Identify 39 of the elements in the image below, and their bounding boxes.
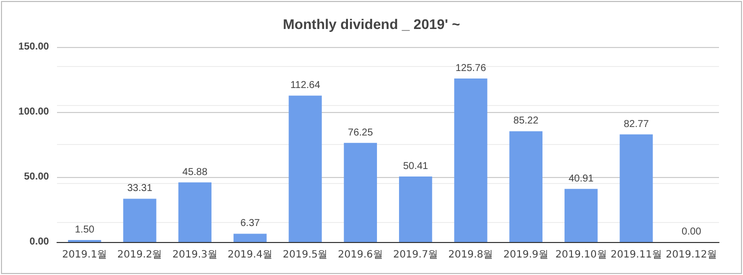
x-tick-label: 2019.3월 [172, 250, 218, 260]
bar [564, 188, 598, 242]
bar [620, 134, 653, 242]
data-label: 112.64 [290, 80, 321, 92]
data-label: 45.88 [182, 166, 208, 178]
bar [234, 234, 267, 242]
data-label: 33.31 [127, 183, 153, 194]
x-tick-label: 2019.7월 [393, 250, 438, 260]
bar [344, 142, 377, 242]
chart-title: Monthly dividend _ 2019' ~ [282, 16, 460, 32]
x-tick-label: 2019.10월 [555, 250, 607, 260]
bar [123, 198, 156, 242]
y-tick-label: 0.00 [30, 236, 50, 248]
x-tick-label: 2019.1월 [62, 250, 108, 260]
data-label: 76.25 [348, 127, 374, 138]
x-tick-label: 2019.5월 [282, 250, 328, 260]
data-label: 82.77 [624, 118, 650, 130]
bar [509, 131, 542, 242]
x-tick-label: 2019.12월 [666, 250, 718, 260]
bar [454, 78, 488, 242]
data-label: 0.00 [682, 226, 702, 238]
x-tick-label: 2019.2월 [117, 250, 162, 260]
x-tick-label: 2019.11월 [610, 250, 662, 260]
data-label: 50.41 [403, 160, 429, 172]
data-label: 85.22 [513, 116, 539, 127]
y-tick-label: 150.00 [18, 42, 50, 52]
x-tick-label: 2019.9월 [503, 250, 548, 260]
data-label: 1.50 [74, 224, 95, 236]
bar [288, 96, 322, 242]
x-tick-label: 2019.8월 [448, 250, 494, 260]
y-tick-label: 100.00 [18, 106, 50, 118]
bar [178, 182, 212, 242]
x-tick-label: 2019.6월 [338, 250, 383, 260]
data-label: 6.37 [240, 218, 260, 230]
x-tick-label: 2019.4월 [228, 250, 273, 260]
bar [399, 176, 432, 242]
data-label: 40.91 [568, 173, 594, 184]
y-tick-label: 50.00 [24, 172, 50, 182]
data-label: 125.76 [455, 63, 486, 74]
